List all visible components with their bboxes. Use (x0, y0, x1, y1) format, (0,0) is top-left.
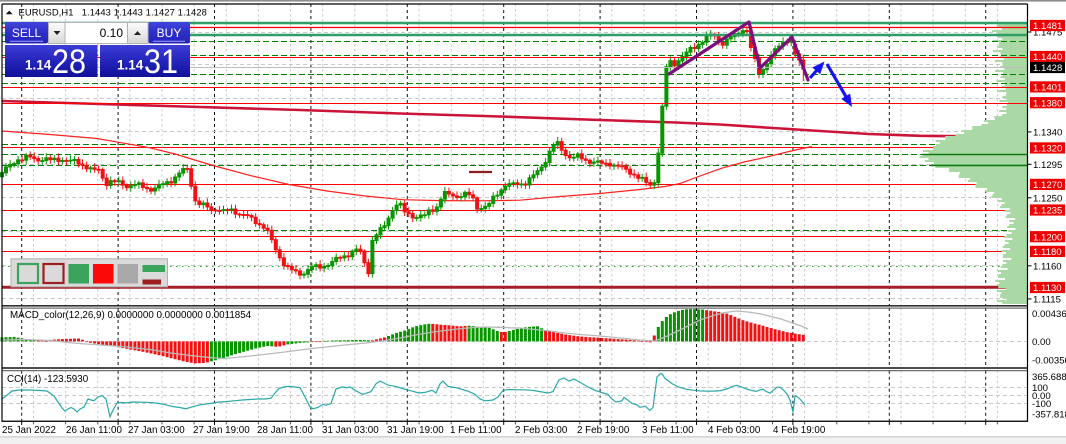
svg-text:4 Feb 03:00: 4 Feb 03:00 (708, 425, 761, 436)
svg-text:1.1200: 1.1200 (1033, 232, 1062, 243)
svg-text:1.1340: 1.1340 (1033, 128, 1062, 139)
svg-text:1.1440: 1.1440 (1033, 52, 1062, 63)
svg-text:0.00: 0.00 (1032, 391, 1051, 402)
svg-text:4 Feb 19:00: 4 Feb 19:00 (773, 425, 826, 436)
svg-text:1.1380: 1.1380 (1033, 98, 1062, 109)
svg-text:-0.0035630: -0.0035630 (1032, 355, 1066, 366)
svg-text:BUY: BUY (157, 26, 182, 40)
svg-text:1.1160: 1.1160 (1033, 261, 1062, 272)
svg-text:28: 28 (52, 43, 86, 81)
svg-text:1.1130: 1.1130 (1033, 283, 1062, 294)
svg-text:1.1180: 1.1180 (1033, 247, 1062, 258)
svg-text:1.1270: 1.1270 (1033, 180, 1062, 191)
svg-text:-100: -100 (1032, 399, 1051, 410)
svg-text:28 Jan 11:00: 28 Jan 11:00 (257, 425, 313, 436)
svg-text:-357.818: -357.818 (1032, 409, 1066, 420)
svg-text:1.1295: 1.1295 (1033, 160, 1062, 171)
svg-text:31 Jan 03:00: 31 Jan 03:00 (322, 425, 379, 436)
svg-text:31 Jan 19:00: 31 Jan 19:00 (387, 425, 444, 436)
svg-text:31: 31 (144, 43, 178, 81)
svg-text:27 Jan 19:00: 27 Jan 19:00 (193, 425, 250, 436)
svg-text:1 Feb 11:00: 1 Feb 11:00 (450, 425, 502, 436)
svg-text:3 Feb 11:00: 3 Feb 11:00 (642, 425, 694, 436)
svg-text:EURUSD,H1 1.1443 1.1443 1.14: EURUSD,H1 1.1443 1.1443 1.1427 1.1428 (19, 7, 207, 18)
svg-text:100: 100 (1032, 383, 1048, 394)
svg-text:MACD_color(12,26,9) 0.0000000: MACD_color(12,26,9) 0.0000000 0.0000000 … (10, 310, 252, 321)
svg-text:1.1250: 1.1250 (1033, 193, 1062, 204)
svg-text:2 Feb 19:00: 2 Feb 19:00 (577, 425, 630, 436)
svg-text:25 Jan 2022: 25 Jan 2022 (2, 425, 56, 436)
svg-text:0.00: 0.00 (1032, 337, 1051, 348)
svg-text:1.14: 1.14 (117, 58, 144, 73)
svg-text:SELL: SELL (12, 26, 42, 40)
svg-text:0.10: 0.10 (100, 26, 124, 40)
svg-text:365.688: 365.688 (1032, 372, 1066, 383)
svg-text:1.1475: 1.1475 (1033, 28, 1062, 39)
svg-text:1.1481: 1.1481 (1033, 21, 1062, 32)
svg-text:2 Feb 03:00: 2 Feb 03:00 (515, 425, 568, 436)
svg-text:0.0043630: 0.0043630 (1032, 309, 1066, 320)
svg-text:27 Jan 03:00: 27 Jan 03:00 (128, 425, 185, 436)
svg-text:CCI(14) -123.5930: CCI(14) -123.5930 (7, 374, 89, 385)
svg-text:1.1235: 1.1235 (1033, 206, 1062, 217)
svg-text:26 Jan 11:00: 26 Jan 11:00 (66, 425, 122, 436)
svg-text:1.1401: 1.1401 (1033, 83, 1062, 94)
svg-text:1.1428: 1.1428 (1033, 63, 1062, 74)
svg-text:1.1115: 1.1115 (1033, 295, 1061, 306)
svg-text:1.1320: 1.1320 (1033, 144, 1062, 155)
svg-text:1.14: 1.14 (25, 58, 52, 73)
